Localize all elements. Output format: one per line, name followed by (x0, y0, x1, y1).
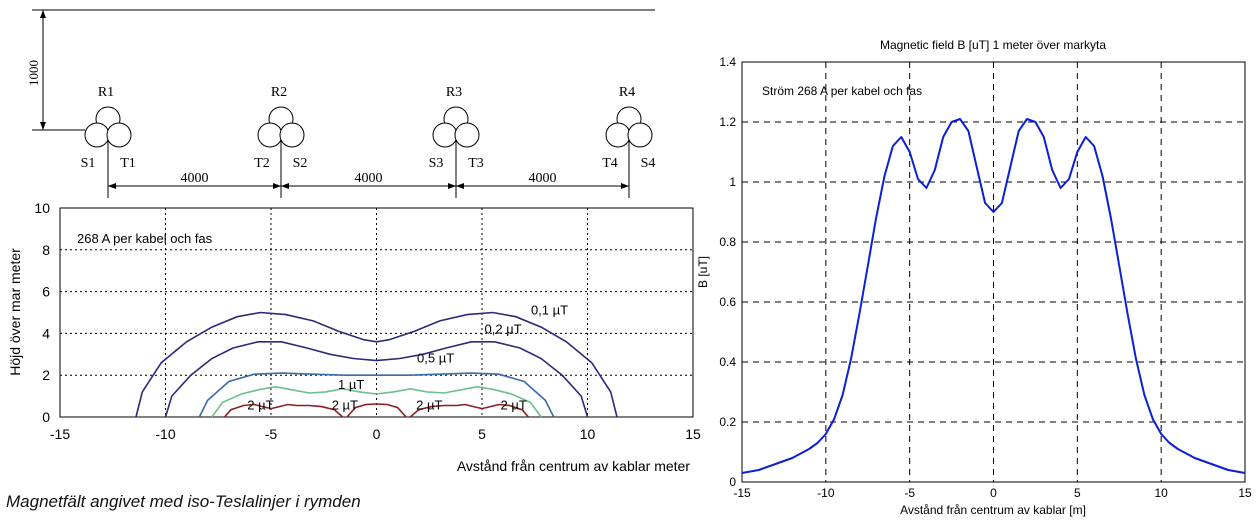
spacing-dimension: 4000 (456, 171, 629, 189)
contour-y-tick-label: 0 (42, 409, 50, 425)
spacing-label: 4000 (529, 171, 557, 186)
line-x-tick-label: 0 (990, 486, 997, 500)
contour-y-tick-label: 6 (42, 284, 50, 300)
contour-level-label: 1 µT (338, 377, 364, 392)
contour-line (409, 403, 530, 418)
cable-schematic: 1000 R1 S1 T1 R2 S2 T2 R3 S3 T3 R4 S4 T4 4000 4000 40… (26, 9, 655, 198)
contour-line (198, 372, 555, 418)
contour-line (211, 385, 542, 418)
line-y-tick-label: 0.2 (719, 415, 736, 429)
contour-y-tick-label: 10 (34, 200, 50, 216)
contour-x-tick-label: -5 (265, 426, 278, 442)
dimension-arrow-right (273, 183, 281, 189)
cable-s-circle (84, 122, 110, 148)
contour-line (346, 403, 407, 418)
contour-level-label: 2 µT (501, 398, 527, 413)
depth-label: 1000 (26, 60, 41, 86)
contour-y-tick-label: 4 (42, 325, 50, 341)
line-x-tick-label: 10 (1154, 486, 1168, 500)
contour-line (135, 311, 618, 418)
line-y-tick-label: 0.8 (719, 235, 736, 249)
contour-level-label: 0,2 µT (485, 321, 522, 336)
contour-y-tick-label: 2 (42, 367, 50, 383)
line-x-tick-label: -15 (733, 486, 751, 500)
cable-r-label: R1 (98, 85, 114, 100)
line-chart-annotation: Ström 268 A per kabel och fas (762, 84, 922, 98)
figure-caption: Magnetfält angivet med iso-Teslalinjer i… (6, 492, 361, 511)
cable-t-label: T4 (602, 156, 618, 171)
spacing-label: 4000 (355, 171, 383, 186)
cable-t-label: T3 (468, 156, 484, 171)
cable-t-circle (279, 122, 305, 148)
spacing-label: 4000 (181, 171, 209, 186)
cable-t-circle (454, 122, 480, 148)
cable-t-circle (627, 122, 653, 148)
contour-x-tick-label: -10 (155, 426, 175, 442)
cable-s-circle (257, 122, 283, 148)
line-y-tick-label: 1.4 (719, 55, 736, 69)
line-chart-title: Magnetic field B [uT] 1 meter över marky… (880, 38, 1106, 52)
dimension-arrow-right (621, 183, 629, 189)
line-chart-y-axis-label: B [uT] (696, 256, 710, 288)
depth-arrow-top (40, 10, 46, 18)
contour-x-tick-label: 15 (685, 426, 701, 442)
cable-s-circle (432, 122, 458, 148)
cable-group: R4 S4 T4 (602, 85, 655, 171)
cable-s-circle (605, 122, 631, 148)
line-chart: -15 -10 -5 0 5 10 15 0 0.2 0.4 0.6 0.8 1 1.2 1.4 Magne… (696, 38, 1252, 517)
contour-level-label: 2 µT (416, 398, 442, 413)
contour-x-axis-label: Avstånd från centrum av kablar meter (457, 458, 691, 474)
contour-line (223, 403, 344, 418)
spacing-dimension: 4000 (108, 171, 281, 189)
cable-group: R1 S1 T1 (81, 85, 136, 171)
line-y-tick-label: 0.6 (719, 295, 736, 309)
contour-x-tick-label: -15 (50, 426, 70, 442)
cable-group: R2 S2 T2 (254, 85, 307, 171)
line-chart-x-axis-label: Avstånd från centrum av kablar [m] (900, 503, 1086, 517)
cable-s-label: S4 (641, 156, 656, 171)
cable-r-label: R3 (446, 85, 462, 100)
line-y-tick-label: 0 (729, 475, 736, 489)
contour-y-axis-label: Höjd över mar meter (7, 248, 23, 376)
contour-plot-area (59, 207, 694, 418)
magnetic-field-line (741, 118, 1246, 474)
cable-t-label: T2 (254, 156, 270, 171)
cable-s-label: S1 (81, 156, 96, 171)
contour-level-label: 2 µT (332, 398, 358, 413)
line-y-tick-label: 0.4 (719, 355, 736, 369)
dimension-arrow-right (448, 183, 456, 189)
dimension-arrow-left (108, 183, 116, 189)
line-x-tick-label: -5 (904, 486, 915, 500)
contour-y-tick-label: 8 (42, 242, 50, 258)
contour-level-label: 2 µT (247, 398, 273, 413)
line-y-tick-label: 1.2 (719, 115, 736, 129)
cable-s-label: S3 (429, 156, 444, 171)
cable-group: R3 S3 T3 (429, 85, 484, 171)
contour-x-tick-label: 0 (373, 426, 381, 442)
contour-level-label: 0,5 µT (417, 351, 454, 366)
cable-t-label: T1 (120, 156, 136, 171)
line-x-tick-label: 5 (1074, 486, 1081, 500)
contour-level-label: 0,1 µT (531, 303, 568, 318)
contour-line (164, 340, 589, 418)
line-y-tick-label: 1 (729, 175, 736, 189)
cable-s-label: S2 (293, 156, 308, 171)
cable-r-label: R4 (619, 85, 635, 100)
depth-arrow-bottom (40, 122, 46, 130)
line-x-tick-label: -10 (817, 486, 835, 500)
contour-chart: -15 -10 -5 0 5 10 15 0 2 4 6 8 10 0,1 µT 0,2 µT 0,5 µT… (7, 200, 701, 474)
spacing-dimension: 4000 (281, 171, 456, 189)
contour-x-tick-label: 10 (580, 426, 596, 442)
cable-t-circle (106, 122, 132, 148)
dimension-arrow-left (456, 183, 464, 189)
contour-x-tick-label: 5 (478, 426, 486, 442)
line-x-tick-label: 15 (1238, 486, 1252, 500)
contour-annotation: 268 A per kabel och fas (77, 231, 213, 246)
cable-r-label: R2 (271, 85, 287, 100)
dimension-arrow-left (281, 183, 289, 189)
